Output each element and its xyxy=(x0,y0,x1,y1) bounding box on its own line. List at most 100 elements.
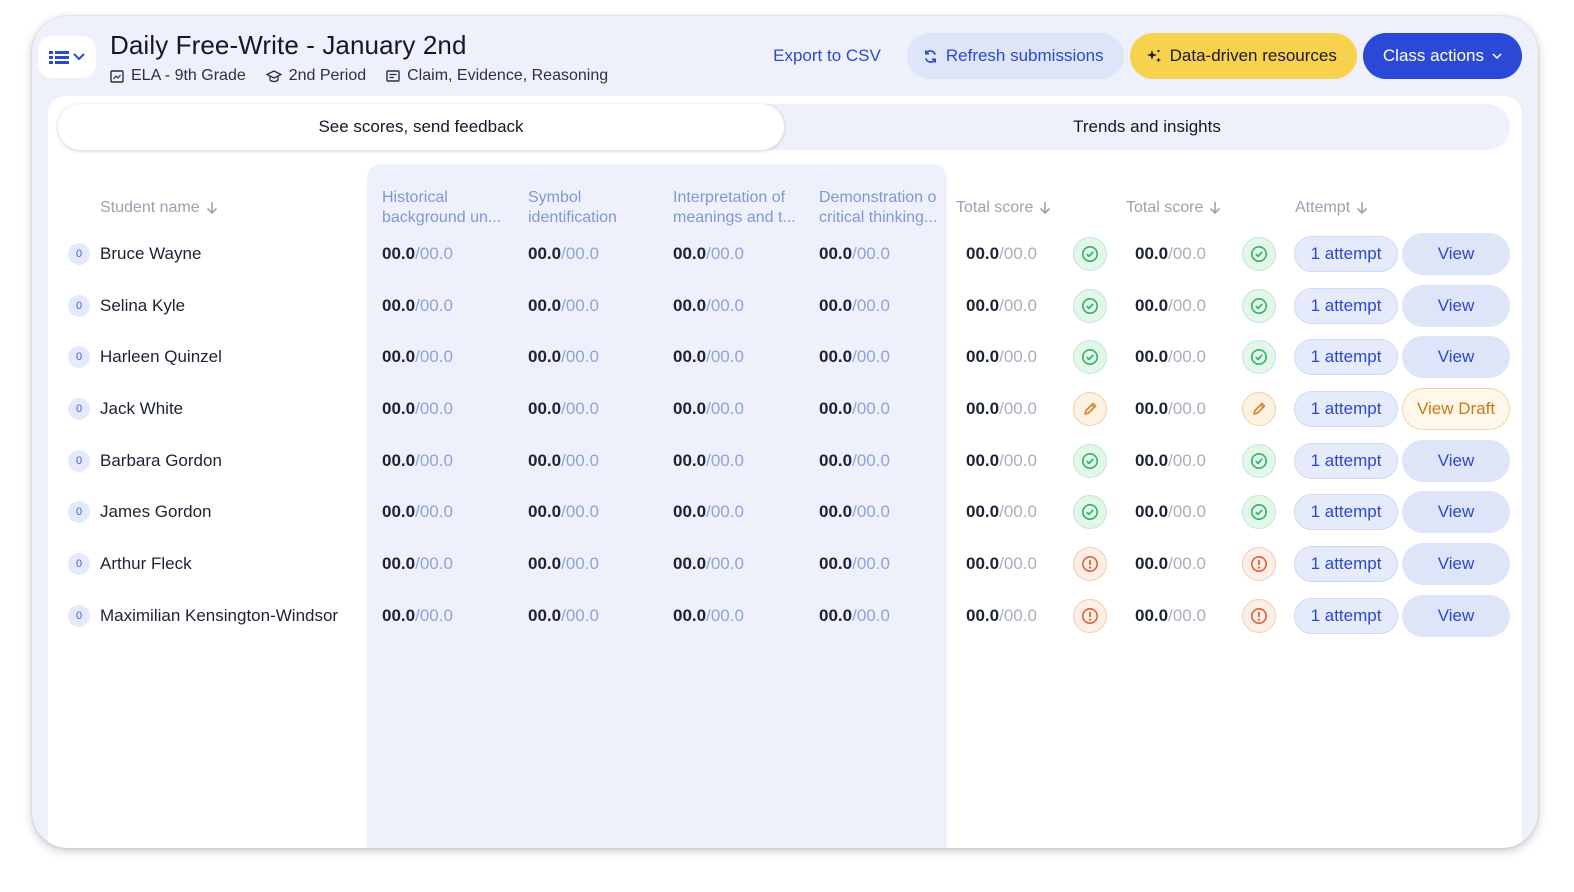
criterion-score[interactable]: 00.0/00.0 xyxy=(382,399,453,419)
score-value: 00.0 xyxy=(1135,347,1169,366)
view-button[interactable]: View xyxy=(1402,543,1510,585)
alert-circle-icon xyxy=(1242,547,1276,581)
view-button[interactable]: View xyxy=(1402,491,1510,533)
student-name[interactable]: Harleen Quinzel xyxy=(100,347,222,366)
check-circle-icon xyxy=(1242,444,1276,478)
view-button[interactable]: View xyxy=(1402,336,1510,378)
student-name[interactable]: Selina Kyle xyxy=(100,296,186,315)
criterion-score[interactable]: 00.0/00.0 xyxy=(673,399,744,419)
column-header-criterion-2[interactable]: Symbol identification xyxy=(528,188,660,228)
total-score-2: 00.0/00.0 xyxy=(1135,502,1206,522)
criterion-score[interactable]: 00.0/00.0 xyxy=(673,347,744,367)
criterion-score[interactable]: 00.0/00.0 xyxy=(819,399,890,419)
column-header-criterion-1[interactable]: Historical background un... xyxy=(382,188,514,228)
pencil-icon xyxy=(1073,392,1107,426)
attempt-badge[interactable]: 1 attempt xyxy=(1294,339,1398,375)
attempt-badge[interactable]: 1 attempt xyxy=(1294,391,1398,427)
criterion-score[interactable]: 00.0/00.0 xyxy=(673,296,744,316)
criterion-score[interactable]: 00.0/00.0 xyxy=(673,554,744,574)
assignment-meta: ELA - 9th Grade 2nd Period Claim, Eviden… xyxy=(110,67,608,85)
criterion-score[interactable]: 00.0/00.0 xyxy=(528,347,599,367)
export-csv-button[interactable]: Export to CSV xyxy=(773,46,881,65)
view-button[interactable]: View xyxy=(1402,440,1510,482)
score-max: /00.0 xyxy=(852,296,890,315)
view-toggle-button[interactable] xyxy=(38,36,96,78)
score-max: /00.0 xyxy=(706,554,744,573)
attempt-badge[interactable]: 1 attempt xyxy=(1294,288,1398,324)
view-draft-button[interactable]: View Draft xyxy=(1402,388,1510,430)
criterion-score[interactable]: 00.0/00.0 xyxy=(382,502,453,522)
column-header-attempt[interactable]: Attempt xyxy=(1295,198,1368,218)
criterion-score[interactable]: 00.0/00.0 xyxy=(819,606,890,626)
criterion-score[interactable]: 00.0/00.0 xyxy=(528,399,599,419)
row-number-badge: 0 xyxy=(68,346,90,368)
criterion-score[interactable]: 00.0/00.0 xyxy=(382,606,453,626)
criterion-score[interactable]: 00.0/00.0 xyxy=(528,502,599,522)
column-header-criterion-4[interactable]: Demonstration o critical thinking... xyxy=(819,188,947,228)
criterion-score[interactable]: 00.0/00.0 xyxy=(673,451,744,471)
criterion-score[interactable]: 00.0/00.0 xyxy=(819,554,890,574)
criterion-score[interactable]: 00.0/00.0 xyxy=(819,502,890,522)
criterion-score[interactable]: 00.0/00.0 xyxy=(382,451,453,471)
row-number-badge: 0 xyxy=(68,295,90,317)
view-button[interactable]: View xyxy=(1402,595,1510,637)
score-value: 00.0 xyxy=(673,606,707,625)
view-button[interactable]: View xyxy=(1402,233,1510,275)
total-score-1: 00.0/00.0 xyxy=(966,502,1037,522)
criterion-score[interactable]: 00.0/00.0 xyxy=(528,554,599,574)
criterion-score[interactable]: 00.0/00.0 xyxy=(528,296,599,316)
criterion-score[interactable]: 00.0/00.0 xyxy=(382,296,453,316)
tab-trends-insights[interactable]: Trends and insights xyxy=(1073,117,1221,136)
table-row[interactable]: 0 Selina Kyle 00.0/00.0 00.0/00.0 00.0/00.0 0… xyxy=(48,280,1522,332)
attempt-badge[interactable]: 1 attempt xyxy=(1294,598,1398,634)
student-name[interactable]: James Gordon xyxy=(100,502,212,521)
criterion-score[interactable]: 00.0/00.0 xyxy=(673,502,744,522)
column-header-total-score-1[interactable]: Total score xyxy=(956,198,1051,218)
student-name[interactable]: Maximilian Kensington-Windsor xyxy=(100,606,339,625)
criterion-score[interactable]: 00.0/00.0 xyxy=(382,244,453,264)
criterion-score[interactable]: 00.0/00.0 xyxy=(673,244,744,264)
column-header-student-name[interactable]: Student name xyxy=(100,198,218,218)
table-row[interactable]: 0 Barbara Gordon 00.0/00.0 00.0/00.0 00.0/00… xyxy=(48,435,1522,487)
score-value: 00.0 xyxy=(528,451,562,470)
attempt-badge[interactable]: 1 attempt xyxy=(1294,494,1398,530)
score-max: /00.0 xyxy=(561,347,599,366)
table-row[interactable]: 0 Harleen Quinzel 00.0/00.0 00.0/00.0 00.0/0… xyxy=(48,331,1522,383)
column-header-criterion-3[interactable]: Interpretation of meanings and t... xyxy=(673,188,805,228)
criterion-score[interactable]: 00.0/00.0 xyxy=(528,451,599,471)
criterion-score[interactable]: 00.0/00.0 xyxy=(382,554,453,574)
column-header-total-score-2[interactable]: Total score xyxy=(1126,198,1221,218)
student-name[interactable]: Arthur Fleck xyxy=(100,554,192,573)
criterion-2-line1: Symbol xyxy=(528,189,582,206)
criterion-score[interactable]: 00.0/00.0 xyxy=(528,606,599,626)
table-row[interactable]: 0 Bruce Wayne 00.0/00.0 00.0/00.0 00.0/00.0 0… xyxy=(48,228,1522,280)
chevron-down-icon xyxy=(73,53,85,61)
table-row[interactable]: 0 Jack White 00.0/00.0 00.0/00.0 00.0/00.0 00… xyxy=(48,383,1522,435)
class-actions-button[interactable]: Class actions xyxy=(1362,33,1522,79)
tab-see-scores[interactable]: See scores, send feedback xyxy=(58,104,784,150)
table-row[interactable]: 0 Arthur Fleck 00.0/00.0 00.0/00.0 00.0/00.0… xyxy=(48,538,1522,590)
data-driven-resources-button[interactable]: Data-driven resources xyxy=(1129,33,1357,79)
criterion-score[interactable]: 00.0/00.0 xyxy=(528,244,599,264)
criterion-score[interactable]: 00.0/00.0 xyxy=(819,451,890,471)
score-value: 00.0 xyxy=(1135,451,1169,470)
student-name[interactable]: Bruce Wayne xyxy=(100,244,202,263)
sort-arrow-down-icon xyxy=(206,202,217,215)
attempt-badge[interactable]: 1 attempt xyxy=(1294,546,1398,582)
attempt-badge[interactable]: 1 attempt xyxy=(1294,443,1398,479)
score-value: 00.0 xyxy=(673,296,707,315)
criterion-score[interactable]: 00.0/00.0 xyxy=(819,296,890,316)
view-button[interactable]: View xyxy=(1402,285,1510,327)
table-row[interactable]: 0 James Gordon 00.0/00.0 00.0/00.0 00.0/00.0… xyxy=(48,486,1522,538)
criterion-score[interactable]: 00.0/00.0 xyxy=(673,606,744,626)
table-row[interactable]: 0 Maximilian Kensington-Windsor 00.0/00.0 0… xyxy=(48,590,1522,642)
attempt-badge[interactable]: 1 attempt xyxy=(1294,236,1398,272)
score-max: /00.0 xyxy=(999,296,1037,315)
total-score-2: 00.0/00.0 xyxy=(1135,554,1206,574)
criterion-score[interactable]: 00.0/00.0 xyxy=(819,244,890,264)
criterion-score[interactable]: 00.0/00.0 xyxy=(382,347,453,367)
student-name[interactable]: Barbara Gordon xyxy=(100,451,222,470)
refresh-submissions-button[interactable]: Refresh submissions xyxy=(906,33,1124,79)
criterion-score[interactable]: 00.0/00.0 xyxy=(819,347,890,367)
student-name[interactable]: Jack White xyxy=(100,399,184,418)
